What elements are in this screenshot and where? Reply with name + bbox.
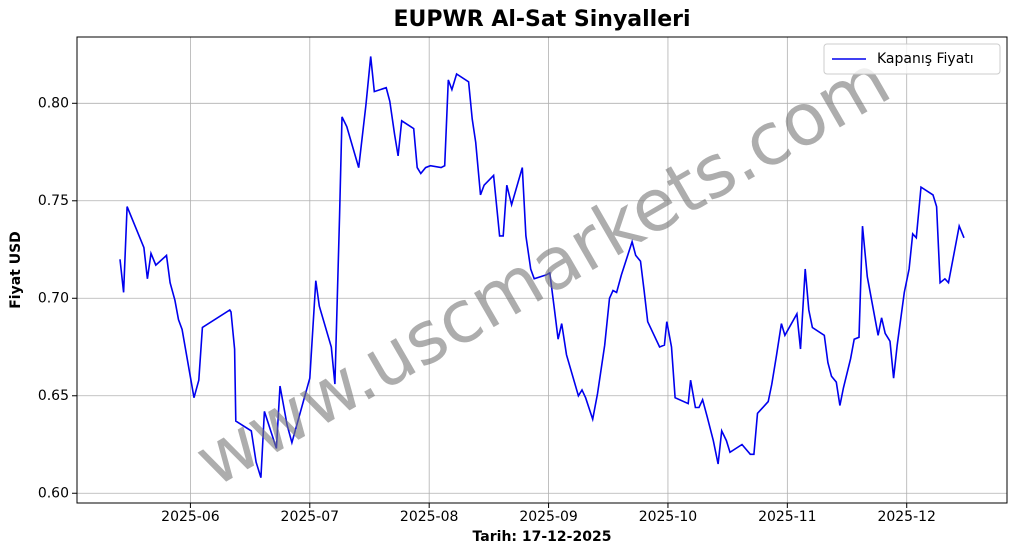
y-tick-label: 0.75: [38, 193, 69, 209]
x-tick-label: 2025-08: [400, 509, 459, 525]
price-line: [119, 56, 965, 478]
plot-frame: [76, 36, 1008, 504]
x-axis-label: Tarih: 17-12-2025: [473, 529, 612, 545]
legend-box: [823, 43, 1001, 75]
x-tick-label: 2025-11: [758, 509, 817, 525]
x-tick-label: 2025-10: [639, 509, 698, 525]
x-tick-label: 2025-12: [877, 509, 936, 525]
legend-label: Kapanış Fiyatı: [877, 51, 974, 67]
y-tick-label: 0.70: [38, 290, 69, 306]
y-tick-label: 0.65: [38, 388, 69, 404]
watermark: www.uscmarkets.com: [181, 38, 903, 503]
y-axis-label: Fiyat USD: [8, 231, 24, 309]
x-tick-label: 2025-07: [281, 509, 340, 525]
chart-title: EUPWR Al-Sat Sinyalleri: [393, 7, 690, 32]
x-tick-label: 2025-09: [519, 509, 578, 525]
legend: Kapanış Fiyatı: [823, 43, 1001, 75]
y-tick-label: 0.60: [38, 485, 69, 501]
y-tick-label: 0.80: [38, 95, 69, 111]
x-tick-label: 2025-06: [161, 509, 220, 525]
